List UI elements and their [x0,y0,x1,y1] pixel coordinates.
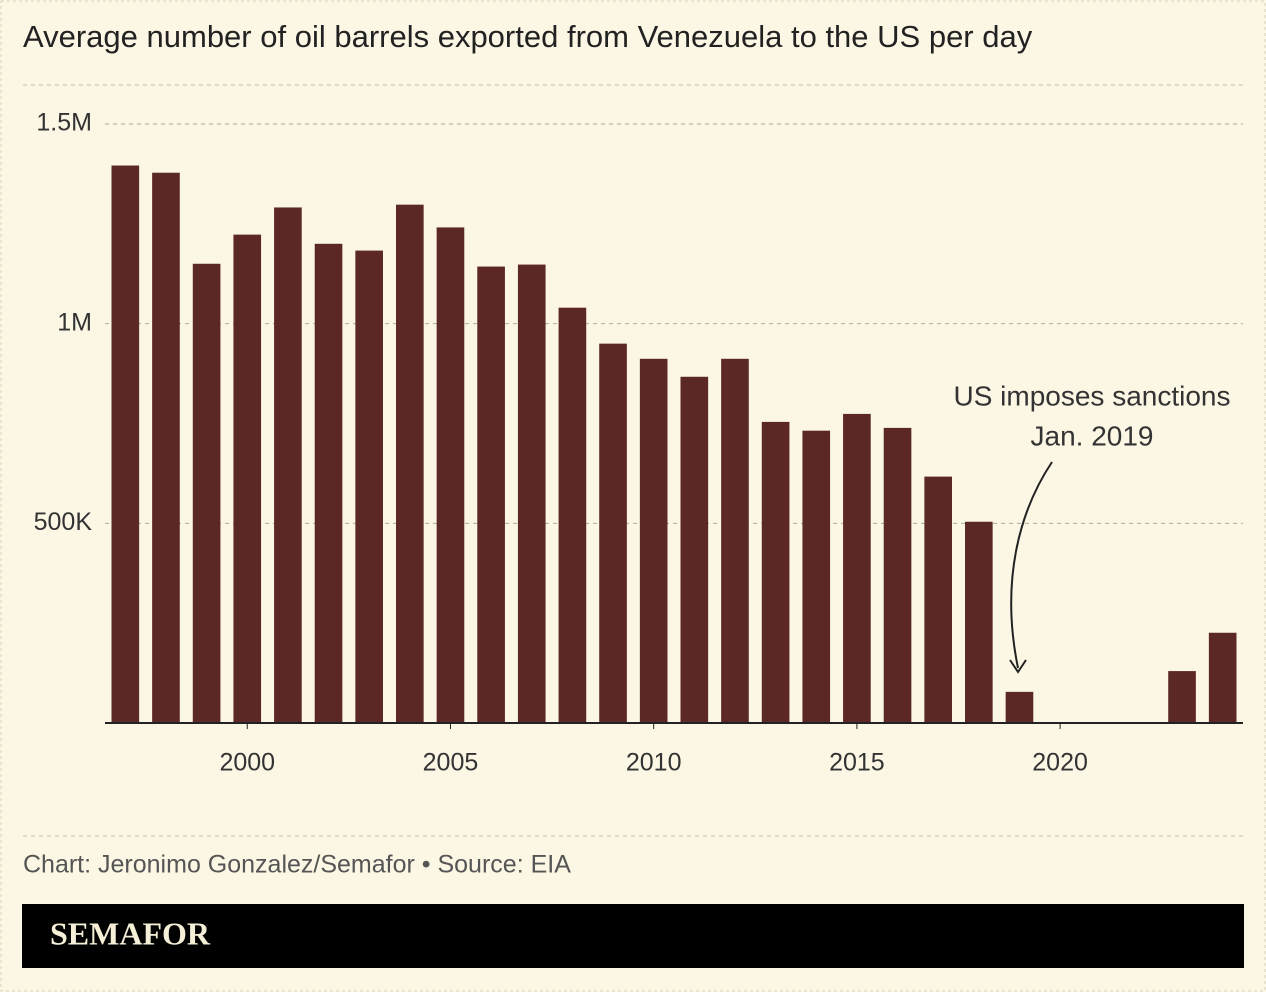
source-note: Chart: Jeronimo Gonzalez/Semafor • Sourc… [23,851,571,879]
bar [639,358,668,723]
x-tick-label: 2015 [829,749,885,777]
bar [396,204,424,723]
bar [111,165,140,724]
bar [233,234,262,723]
annotation-text: US imposes sanctions [953,380,1230,411]
bar [1005,691,1034,723]
brand-bar [22,904,1244,968]
bar [1208,632,1237,723]
bar [680,376,709,723]
bar [761,421,790,723]
bar [1168,671,1196,723]
bar [314,243,343,724]
bar [355,250,383,723]
bar [924,476,952,723]
bar [599,343,627,723]
bar [965,521,993,723]
y-tick-label: 1M [57,308,92,336]
y-tick-label: 1.5M [36,109,92,137]
bar [558,307,587,723]
x-tick-label: 2010 [626,749,682,777]
bar [517,264,546,723]
chart-title: Average number of oil barrels exported f… [23,19,1033,54]
bar [192,263,221,723]
y-tick-label: 500K [34,508,93,536]
x-tick-label: 2000 [219,749,275,777]
x-tick-label: 2005 [423,749,479,777]
bar [802,430,831,723]
brand-logo: SEMAFOR [50,915,211,951]
bar [843,413,871,723]
annotation-arrowhead [1009,659,1027,674]
bar [436,227,465,723]
bar [152,172,180,723]
annotation-text: Jan. 2019 [1031,420,1154,451]
bar [477,266,505,723]
bar [883,427,912,723]
bar [274,207,302,723]
x-tick-label: 2020 [1032,749,1088,777]
bar [721,358,749,723]
annotation-arrow [1010,461,1053,669]
